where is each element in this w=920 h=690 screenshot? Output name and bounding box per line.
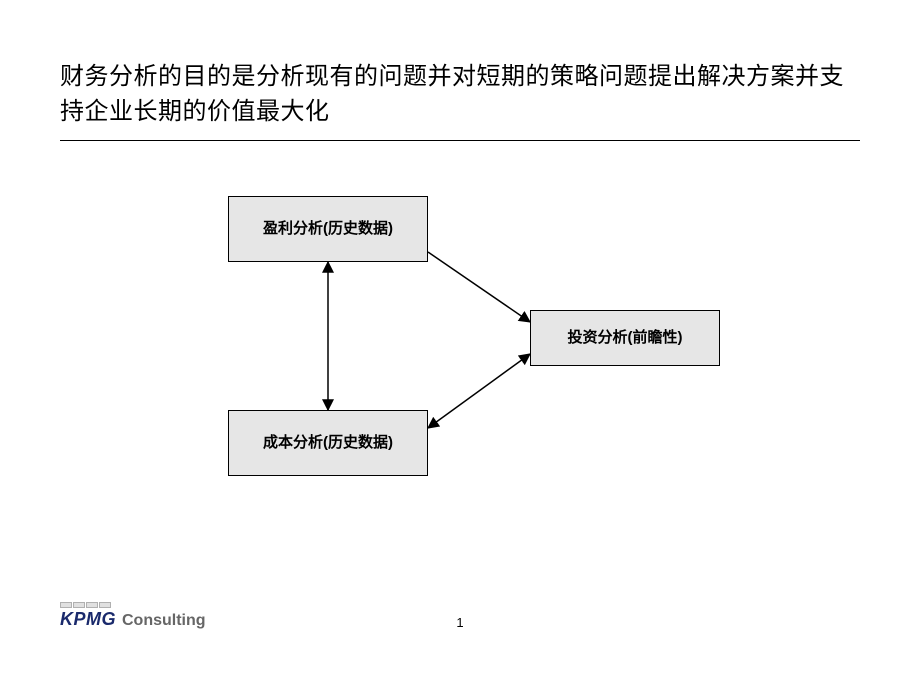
edge-cost-invest [428,354,530,428]
node-profit: 盈利分析(历史数据) [228,196,428,262]
edge-profit-invest [428,252,530,322]
node-cost: 成本分析(历史数据) [228,410,428,476]
page-number: 1 [0,615,920,630]
node-invest: 投资分析(前瞻性) [530,310,720,366]
slide: 财务分析的目的是分析现有的问题并对短期的策略问题提出解决方案并支持企业长期的价值… [0,0,920,690]
diagram-arrows [0,0,920,690]
diagram: 盈利分析(历史数据) 成本分析(历史数据) 投资分析(前瞻性) [0,0,920,690]
